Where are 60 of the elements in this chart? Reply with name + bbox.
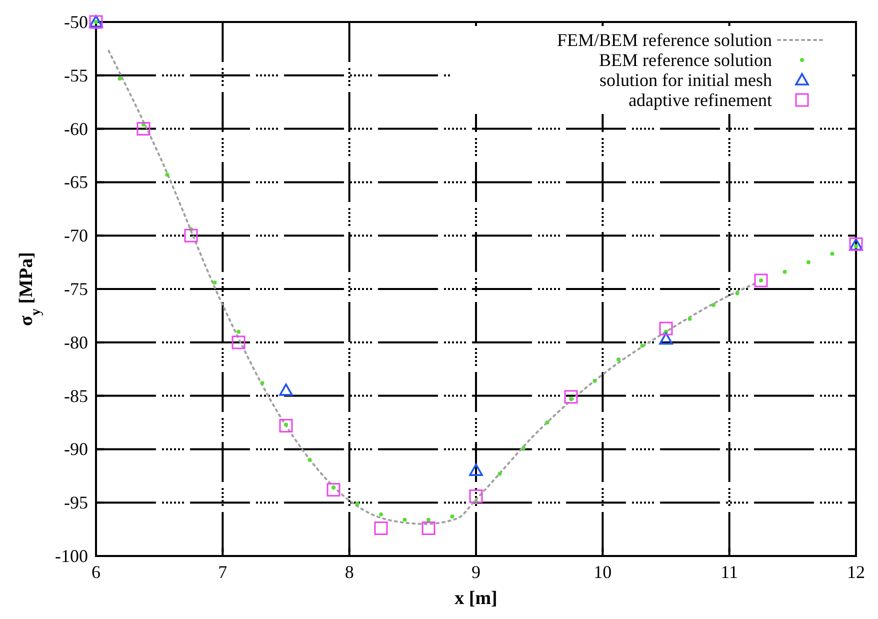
y-tick-label: -50 (64, 12, 88, 32)
y-tick-label: -70 (64, 226, 88, 246)
legend-label: solution for initial mesh (600, 70, 772, 90)
y-tick-label: -55 (64, 65, 88, 86)
x-tick-label: 7 (218, 562, 228, 582)
point (640, 344, 644, 348)
y-tick-label: -75 (64, 279, 88, 299)
x-tick-label: 9 (472, 562, 480, 582)
x-tick-label: 11 (720, 562, 738, 582)
point (326, 483, 340, 497)
x-axis-title: x [m] (454, 588, 498, 609)
point (806, 260, 810, 264)
point (450, 514, 454, 518)
point (564, 390, 578, 404)
point (469, 489, 483, 503)
point (165, 172, 170, 177)
point (426, 518, 430, 522)
point (236, 330, 240, 334)
legend-label: FEM/BEM reference solution (557, 30, 772, 50)
point (592, 378, 597, 383)
point (379, 512, 383, 516)
point (659, 322, 673, 336)
point (136, 122, 150, 136)
point (118, 76, 122, 81)
point (279, 418, 293, 432)
point (402, 518, 407, 522)
point (688, 316, 692, 321)
point (469, 464, 483, 476)
x-tick-label: 6 (92, 562, 100, 582)
x-tick-label: 8 (344, 562, 354, 582)
point (212, 280, 217, 285)
point (782, 270, 787, 274)
point (422, 521, 436, 535)
y-tick-label: -80 (64, 332, 88, 352)
legend-label: adaptive refinement (628, 90, 772, 110)
point (355, 502, 360, 506)
point (374, 521, 388, 535)
y-tick-label: -100 (55, 546, 88, 566)
x-tick-label: 10 (594, 562, 612, 582)
point (545, 420, 550, 424)
point (659, 332, 673, 345)
y-tick-label: -65 (64, 172, 88, 192)
y-tick-label: -60 (64, 118, 88, 139)
point (830, 252, 834, 256)
point (522, 446, 526, 450)
x-tick-label: 12 (847, 562, 865, 582)
point (712, 303, 716, 308)
point (184, 228, 198, 242)
point (308, 458, 312, 462)
y-tick-label: -85 (64, 386, 88, 406)
point (260, 380, 264, 385)
y-tick-label: -95 (64, 492, 88, 513)
point (279, 384, 293, 396)
point (754, 274, 768, 288)
point (498, 472, 502, 476)
legend-label: BEM reference solution (599, 50, 772, 70)
point (616, 357, 620, 362)
point (735, 291, 740, 296)
y-tick-label: -90 (64, 439, 88, 460)
point (232, 336, 246, 350)
